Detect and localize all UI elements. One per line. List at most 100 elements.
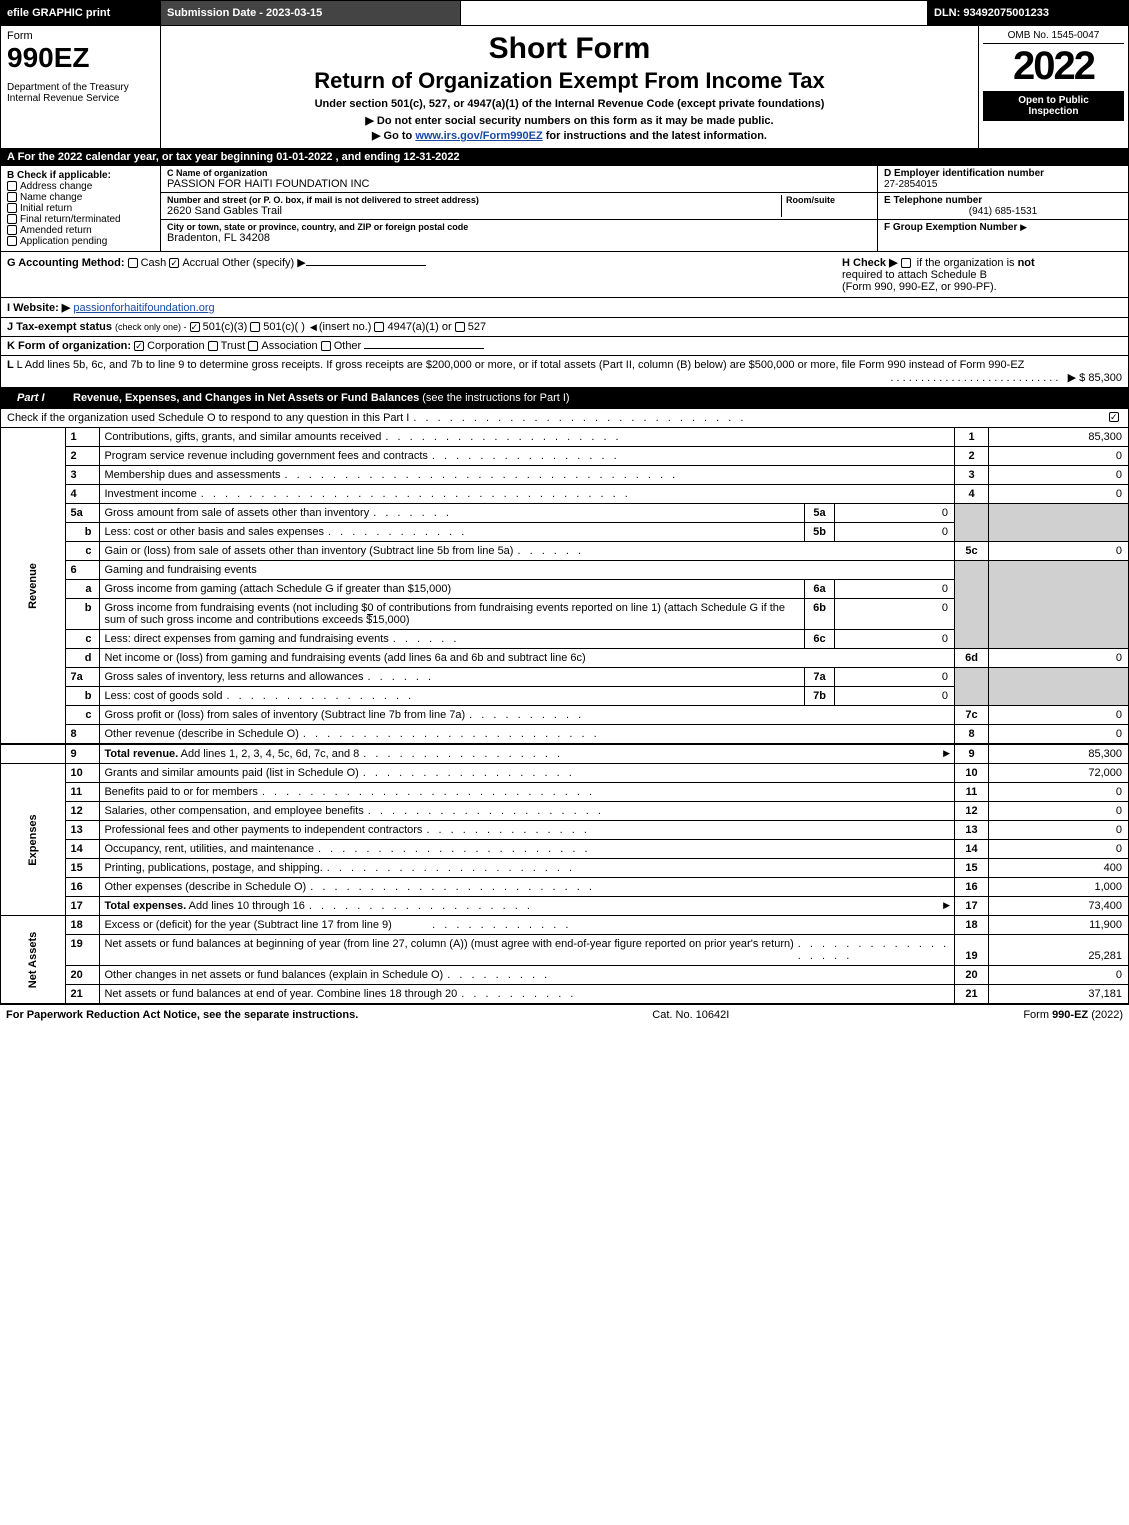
form-header: Form 990EZ Department of the Treasury In… (0, 26, 1129, 149)
room-suite-label: Room/suite (786, 195, 871, 205)
checkbox-association[interactable] (248, 341, 258, 351)
line-6c-value: 0 (835, 630, 955, 649)
checkbox-trust[interactable] (208, 341, 218, 351)
table-row: 14 Occupancy, rent, utilities, and maint… (1, 840, 1129, 859)
table-row: 15 Printing, publications, postage, and … (1, 859, 1129, 878)
line-6d-value: 0 (989, 649, 1129, 668)
header-center: Short Form Return of Organization Exempt… (161, 26, 978, 148)
check-if-applicable-label: B Check if applicable: (7, 170, 154, 181)
telephone-label: E Telephone number (884, 195, 1122, 206)
accounting-method: G Accounting Method: Cash Accrual Other … (7, 256, 426, 293)
checkbox-accrual[interactable] (169, 258, 179, 268)
checkbox-schedule-b-not-required[interactable] (901, 258, 911, 268)
efile-print[interactable]: efile GRAPHIC print (1, 1, 161, 25)
table-row: 13 Professional fees and other payments … (1, 821, 1129, 840)
group-exemption-label: F Group Exemption Number (884, 222, 1017, 233)
line-10-value: 72,000 (989, 764, 1129, 783)
city-label: City or town, state or province, country… (167, 222, 871, 232)
line-11-value: 0 (989, 783, 1129, 802)
line-5a-value: 0 (835, 504, 955, 523)
open-inspection: Open to Public Inspection (983, 91, 1124, 121)
part-i-table: Revenue 1 Contributions, gifts, grants, … (0, 428, 1129, 1004)
line-18-value: 11,900 (989, 916, 1129, 935)
table-row: c Gross profit or (loss) from sales of i… (1, 706, 1129, 725)
table-row: 3 Membership dues and assessments. . . .… (1, 466, 1129, 485)
checkbox-schedule-o-part1[interactable] (1109, 412, 1119, 422)
table-row: Net Assets 18 Excess or (deficit) for th… (1, 916, 1129, 935)
line-k-form-org: K Form of organization: Corporation Trus… (0, 337, 1129, 356)
irs-link[interactable]: www.irs.gov/Form990EZ (415, 130, 542, 142)
line-h-schedule-b: H Check ▶ if the organization is not req… (842, 256, 1122, 293)
checkbox-initial-return[interactable] (7, 203, 17, 213)
table-row: Expenses 10 Grants and similar amounts p… (1, 764, 1129, 783)
part-i-schedule-o-check: Check if the organization used Schedule … (0, 409, 1129, 428)
side-label-revenue: Revenue (1, 428, 66, 744)
line-5c-value: 0 (989, 542, 1129, 561)
line-16-value: 1,000 (989, 878, 1129, 897)
checkbox-application-pending[interactable] (7, 236, 17, 246)
line-7c-value: 0 (989, 706, 1129, 725)
page-footer: For Paperwork Reduction Act Notice, see … (0, 1004, 1129, 1025)
table-row: 5a Gross amount from sale of assets othe… (1, 504, 1129, 523)
checkbox-527[interactable] (455, 322, 465, 332)
line-7b-value: 0 (835, 687, 955, 706)
catalog-number: Cat. No. 10642I (652, 1009, 729, 1021)
checkbox-other-org[interactable] (321, 341, 331, 351)
table-row: 4 Investment income. . . . . . . . . . .… (1, 485, 1129, 504)
table-row: c Gain or (loss) from sale of assets oth… (1, 542, 1129, 561)
part-i-header: Part I Revenue, Expenses, and Changes in… (0, 388, 1129, 409)
line-g-h: G Accounting Method: Cash Accrual Other … (0, 252, 1129, 298)
checkbox-501c[interactable] (250, 322, 260, 332)
irs: Internal Revenue Service (7, 93, 154, 104)
org-name: PASSION FOR HAITI FOUNDATION INC (167, 178, 871, 190)
ein-label: D Employer identification number (884, 168, 1122, 179)
checkbox-4947[interactable] (374, 322, 384, 332)
subtitle-section: Under section 501(c), 527, or 4947(a)(1)… (167, 98, 972, 110)
line-2-value: 0 (989, 447, 1129, 466)
col-d-identifiers: D Employer identification number 27-2854… (878, 166, 1128, 251)
checkbox-cash[interactable] (128, 258, 138, 268)
col-c-org-info: C Name of organization PASSION FOR HAITI… (161, 166, 878, 251)
header-right: OMB No. 1545-0047 2022 Open to Public In… (978, 26, 1128, 148)
table-row: 16 Other expenses (describe in Schedule … (1, 878, 1129, 897)
checkbox-501c3[interactable] (190, 322, 200, 332)
gross-receipts-value: ▶ $ 85,300 (1068, 372, 1122, 384)
city-state-zip: Bradenton, FL 34208 (167, 232, 871, 244)
part-i-title: Revenue, Expenses, and Changes in Net As… (65, 388, 1128, 408)
tax-year: 2022 (983, 44, 1124, 89)
dept-treasury: Department of the Treasury (7, 82, 154, 93)
line-l-gross-receipts: L L Add lines 5b, 6c, and 7b to line 9 t… (0, 356, 1129, 388)
checkbox-final-return[interactable] (7, 214, 17, 224)
table-row: 12 Salaries, other compensation, and emp… (1, 802, 1129, 821)
subtitle-ssn: ▶ Do not enter social security numbers o… (167, 114, 972, 127)
website-link[interactable]: passionforhaitifoundation.org (73, 302, 214, 314)
line-14-value: 0 (989, 840, 1129, 859)
line-6b-value: 0 (835, 599, 955, 630)
table-row: 2 Program service revenue including gove… (1, 447, 1129, 466)
line-6a-value: 0 (835, 580, 955, 599)
checkbox-amended[interactable] (7, 225, 17, 235)
line-8-value: 0 (989, 725, 1129, 745)
table-row: 11 Benefits paid to or for members. . . … (1, 783, 1129, 802)
dln: DLN: 93492075001233 (928, 1, 1128, 25)
line-15-value: 400 (989, 859, 1129, 878)
part-i-label: Part I (1, 388, 65, 408)
table-row: 9 Total revenue. Add lines 1, 2, 3, 4, 5… (1, 744, 1129, 764)
side-label-net-assets: Net Assets (1, 916, 66, 1004)
line-21-value: 37,181 (989, 985, 1129, 1004)
table-row: d Net income or (loss) from gaming and f… (1, 649, 1129, 668)
line-1-value: 85,300 (989, 428, 1129, 447)
table-row: 19 Net assets or fund balances at beginn… (1, 935, 1129, 966)
table-row: 7a Gross sales of inventory, less return… (1, 668, 1129, 687)
line-17-value: 73,400 (989, 897, 1129, 916)
omb-number: OMB No. 1545-0047 (983, 28, 1124, 44)
line-13-value: 0 (989, 821, 1129, 840)
street-address: 2620 Sand Gables Trail (167, 205, 781, 217)
checkbox-name-change[interactable] (7, 192, 17, 202)
table-row: 17 Total expenses. Add lines 10 through … (1, 897, 1129, 916)
table-row: Revenue 1 Contributions, gifts, grants, … (1, 428, 1129, 447)
submission-date: Submission Date - 2023-03-15 (161, 1, 461, 25)
checkbox-address-change[interactable] (7, 181, 17, 191)
checkbox-corporation[interactable] (134, 341, 144, 351)
paperwork-notice: For Paperwork Reduction Act Notice, see … (6, 1009, 358, 1021)
